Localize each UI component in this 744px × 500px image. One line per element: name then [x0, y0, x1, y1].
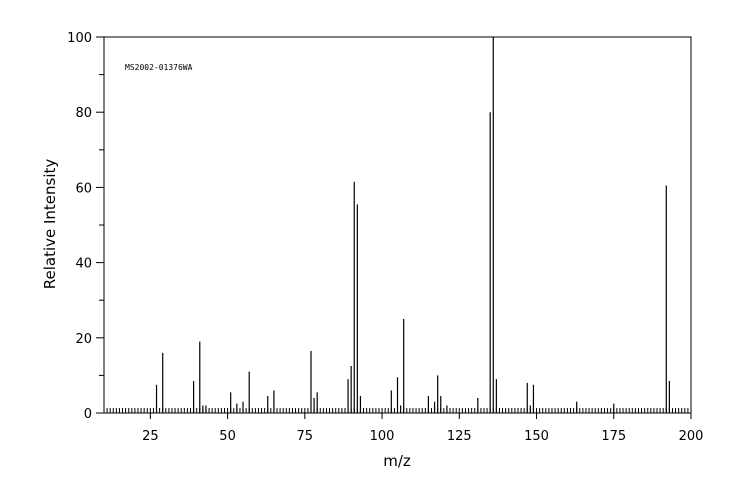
y-tick-label: 20: [75, 332, 92, 347]
x-tick-label: 25: [142, 429, 159, 444]
y-axis-ticks: 0 20 40 60 80 100: [67, 31, 104, 422]
x-tick-label: 125: [447, 429, 472, 444]
y-tick-label: 100: [67, 31, 92, 46]
x-tick-label: 75: [297, 429, 314, 444]
x-axis-title: m/z: [383, 452, 411, 470]
spectrum-code-label: MS2002-01376WA: [125, 63, 193, 72]
y-tick-label: 40: [75, 257, 92, 272]
x-axis-ticks: 25 50 75 100 125 150 175 200: [142, 413, 703, 444]
x-tick-label: 150: [524, 429, 549, 444]
x-tick-label: 100: [370, 429, 395, 444]
y-axis-title: Relative Intensity: [41, 159, 59, 290]
y-tick-label: 0: [84, 407, 92, 422]
x-tick-label: 175: [601, 429, 626, 444]
x-tick-label: 50: [219, 429, 236, 444]
plot-frame: [103, 36, 692, 414]
x-tick-label: 200: [679, 429, 704, 444]
peak-series: [155, 37, 670, 413]
y-tick-label: 80: [75, 106, 92, 121]
y-tick-label: 60: [75, 181, 92, 196]
